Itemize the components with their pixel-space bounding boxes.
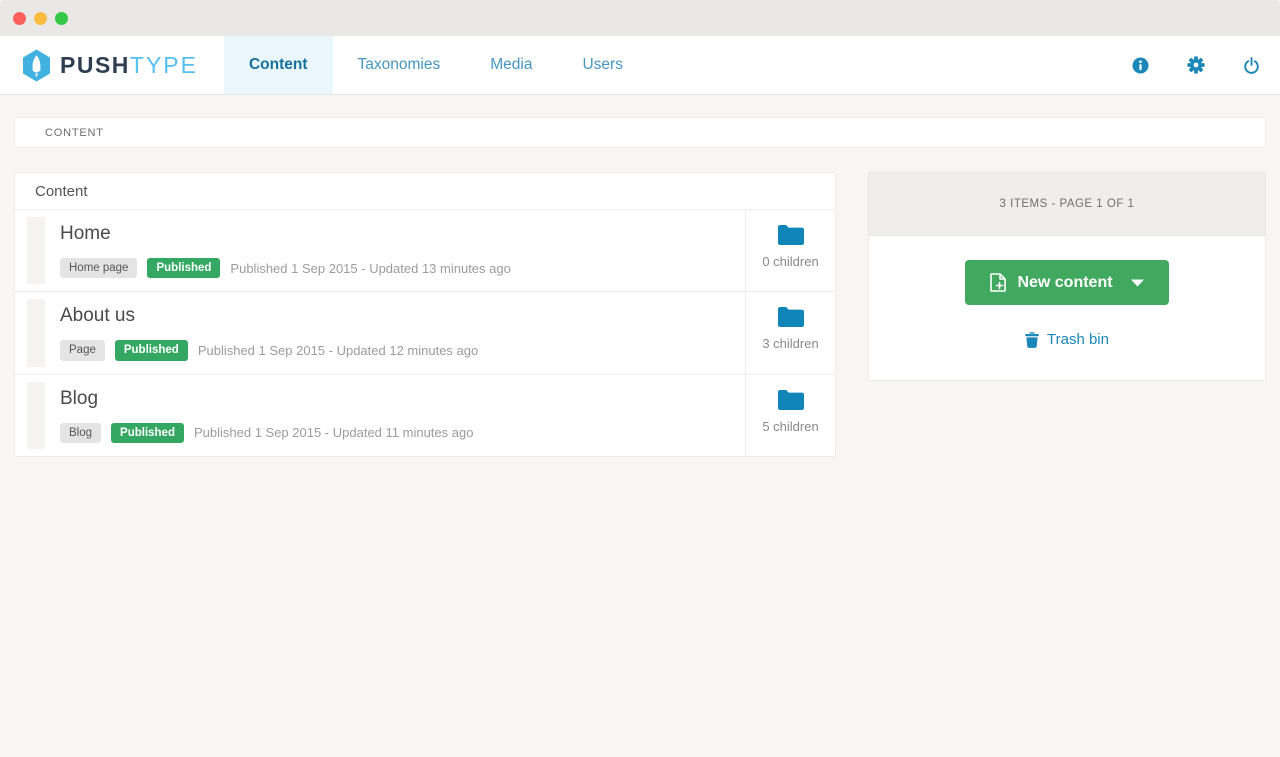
power-icon[interactable]	[1243, 56, 1260, 74]
new-content-label: New content	[1017, 273, 1113, 291]
children-count: 0 children	[762, 254, 819, 269]
status-badge: Published	[147, 258, 221, 279]
children-folder-link[interactable]: 3 children	[745, 292, 835, 374]
folder-icon	[777, 224, 805, 245]
new-content-button[interactable]: New content	[965, 260, 1169, 305]
content-title: Blog	[60, 387, 99, 409]
trash-icon	[1025, 331, 1039, 348]
content-row: Blog Blog Published Published 1 Sep 2015…	[15, 373, 835, 457]
breadcrumb-label: CONTENT	[45, 126, 104, 139]
content-panel: Content Home Home page Published Publish…	[14, 172, 836, 458]
breadcrumb: CONTENT	[14, 117, 1266, 148]
caret-down-icon	[1130, 279, 1144, 287]
main-area: Content Home Home page Published Publish…	[14, 172, 1266, 458]
folder-icon	[777, 306, 805, 328]
tab-users[interactable]: Users	[582, 56, 623, 73]
zoom-window-button[interactable]	[55, 11, 68, 25]
main-tabs: Content Taxonomies Media Users	[223, 36, 648, 94]
content-row: Home Home page Published Published 1 Sep…	[15, 210, 835, 292]
publish-meta: Published 1 Sep 2015 - Updated 11 minute…	[193, 425, 474, 441]
drag-handle[interactable]	[27, 381, 45, 450]
settings-gear-icon[interactable]	[1187, 56, 1205, 74]
content-title: About us	[60, 305, 135, 327]
rocket-hexagon-icon	[22, 49, 51, 82]
logo-text-type: TYPE	[129, 51, 198, 78]
content-title: Home	[60, 223, 111, 244]
drag-handle[interactable]	[27, 299, 45, 367]
drag-handle[interactable]	[27, 217, 45, 285]
tab-taxonomies[interactable]: Taxonomies	[357, 56, 441, 73]
children-count: 3 children	[762, 336, 819, 352]
sidebar: 3 ITEMS - PAGE 1 OF 1 New content	[868, 172, 1266, 381]
type-badge: Page	[60, 340, 105, 361]
panel-title: Content	[15, 173, 835, 210]
tab-media[interactable]: Media	[490, 56, 533, 73]
type-badge: Home page	[60, 258, 138, 279]
status-badge: Published	[111, 422, 184, 444]
minimize-window-button[interactable]	[34, 11, 47, 25]
content-row: About us Page Published Published 1 Sep …	[15, 291, 835, 374]
children-folder-link[interactable]: 5 children	[745, 374, 835, 457]
type-badge: Blog	[60, 422, 102, 444]
pushtype-logo[interactable]: PUSHTYPE	[0, 36, 224, 94]
content-row-link[interactable]: About us Page Published Published 1 Sep …	[45, 292, 745, 373]
info-icon[interactable]	[1132, 57, 1149, 74]
nav-icon-group	[1132, 36, 1280, 94]
top-nav: PUSHTYPE Content Taxonomies Media Users	[0, 36, 1280, 95]
publish-meta: Published 1 Sep 2015 - Updated 13 minute…	[230, 260, 511, 276]
publish-meta: Published 1 Sep 2015 - Updated 12 minute…	[197, 343, 479, 359]
children-count: 5 children	[762, 418, 819, 434]
close-window-button[interactable]	[13, 11, 26, 25]
status-badge: Published	[114, 340, 188, 361]
content-row-link[interactable]: Home Home page Published Published 1 Sep…	[45, 210, 745, 291]
content-row-link[interactable]: Blog Blog Published Published 1 Sep 2015…	[45, 375, 745, 456]
trash-bin-label: Trash bin	[1047, 331, 1109, 348]
folder-icon	[777, 389, 805, 410]
children-folder-link[interactable]: 0 children	[745, 210, 835, 292]
new-document-icon	[990, 273, 1007, 292]
trash-bin-link[interactable]: Trash bin	[1025, 331, 1109, 348]
window-titlebar	[0, 0, 1280, 36]
pagination-summary: 3 ITEMS - PAGE 1 OF 1	[868, 172, 1266, 236]
logo-text-push: PUSH	[60, 51, 130, 78]
sidebar-actions: New content Trash bin	[868, 236, 1266, 381]
tab-content[interactable]: Content	[223, 36, 333, 94]
